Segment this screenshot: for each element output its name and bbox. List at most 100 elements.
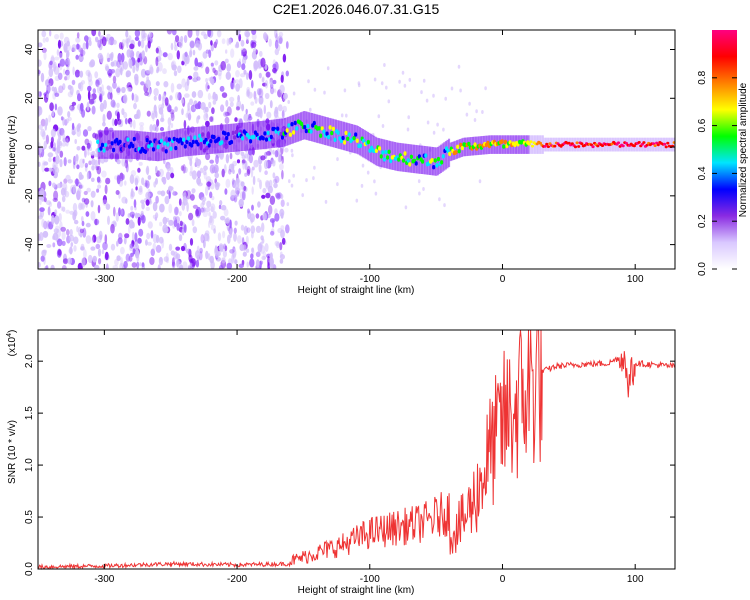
- spectrogram-ridge-cell: [166, 142, 170, 147]
- spectrogram-noise-cell: [229, 101, 234, 108]
- spectrogram-noise-cell: [221, 92, 228, 98]
- spectrogram-noise-cell: [261, 255, 267, 261]
- spectrogram-noise-cell: [65, 59, 69, 65]
- spectrogram-noise-cell: [105, 203, 111, 210]
- spectrogram-ridge-halo: [379, 138, 382, 167]
- spectrogram-noise-cell: [215, 181, 219, 187]
- spectrogram-ridge-cell: [124, 143, 128, 148]
- spectrogram-ridge-halo: [666, 137, 669, 152]
- spectrogram-noise-cell: [274, 48, 279, 56]
- spectrogram-ridge-cell: [287, 123, 291, 128]
- spectrogram-noise-cell: [81, 257, 86, 268]
- spectrogram-noise-cell: [258, 95, 264, 105]
- spectrogram-noise-cell: [361, 163, 365, 168]
- spectrogram-noise-cell: [62, 83, 66, 91]
- spectrogram-noise-cell: [260, 57, 266, 68]
- spectrogram-ridge-cell: [664, 145, 668, 149]
- spectrogram-noise-cell: [200, 196, 207, 202]
- spectrogram-noise-cell: [91, 30, 97, 37]
- spectrogram-noise-cell: [189, 258, 194, 264]
- spectrogram-ridge-halo: [164, 131, 167, 160]
- snr-x-label: Height of straight line (km): [298, 585, 415, 596]
- spectrogram-noise-cell: [189, 41, 195, 49]
- spectrogram-ridge-cell: [121, 146, 125, 152]
- spectrogram-ridge-cell: [196, 142, 200, 147]
- spectrogram-x-tick-label: 0: [500, 274, 506, 285]
- spectrogram-noise-cell: [97, 84, 100, 94]
- spectrogram-noise-cell: [243, 225, 248, 235]
- spectrogram-noise-cell: [426, 120, 430, 125]
- spectrogram-noise-cell: [167, 117, 172, 126]
- spectrogram-noise-cell: [197, 115, 201, 120]
- spectrogram-noise-cell: [187, 30, 193, 38]
- spectrogram-noise-cell: [140, 68, 147, 78]
- spectrogram-noise-cell: [107, 215, 110, 225]
- spectrogram-noise-cell: [173, 70, 178, 77]
- spectrogram-noise-cell: [272, 63, 277, 70]
- spectrogram-noise-cell: [116, 87, 121, 93]
- spectrogram-noise-cell: [220, 215, 226, 221]
- spectrogram-noise-cell: [83, 249, 87, 259]
- spectrogram-noise-cell: [222, 230, 226, 239]
- spectrogram-noise-cell: [134, 175, 140, 184]
- spectrogram-ridge-cell: [382, 157, 386, 162]
- spectrogram-noise-cell: [141, 177, 145, 185]
- spectrogram-noise-cell: [40, 187, 45, 197]
- spectrogram-ridge-cell: [183, 144, 187, 149]
- spectrogram-noise-cell: [248, 154, 253, 164]
- spectrogram-noise-cell: [212, 67, 216, 74]
- spectrogram-noise-cell: [280, 199, 285, 207]
- spectrogram-noise-cell: [280, 225, 285, 231]
- spectrogram-noise-cell: [156, 119, 160, 127]
- spectrogram-noise-cell: [84, 162, 89, 168]
- spectrogram-ridge-cell: [309, 129, 313, 134]
- spectrogram-noise-cell: [86, 101, 90, 111]
- spectrogram-ridge-cell: [156, 144, 160, 150]
- spectrogram-noise-cell: [134, 232, 138, 242]
- spectrogram-x-tick-label: -300: [94, 274, 114, 285]
- spectrogram-noise-cell: [208, 49, 212, 58]
- spectrogram-noise-cell: [340, 113, 344, 118]
- spectrogram-noise-cell: [237, 94, 241, 103]
- spectrogram-noise-cell: [274, 213, 280, 222]
- spectrogram-noise-cell: [235, 41, 239, 48]
- spectrogram-noise-cell: [309, 107, 312, 112]
- snr-y-tick-label: 1.5: [24, 406, 35, 420]
- spectrogram-noise-cell: [170, 250, 175, 256]
- spectrogram-ridge-cell: [433, 158, 437, 163]
- spectrogram-noise-cell: [158, 107, 164, 115]
- spectrogram-noise-cell: [45, 36, 49, 43]
- spectrogram-noise-cell: [442, 127, 445, 132]
- spectrogram-noise-cell: [70, 242, 74, 247]
- spectrogram-noise-cell: [236, 189, 239, 197]
- spectrogram-noise-cell: [38, 106, 43, 116]
- spectrogram-noise-cell: [38, 59, 42, 67]
- spectrogram-noise-cell: [199, 167, 204, 174]
- spectrogram-ridge-cell: [546, 145, 551, 149]
- spectrogram-noise-cell: [116, 159, 121, 165]
- spectrogram-noise-cell: [177, 65, 182, 74]
- spectrogram-ridge-cell: [591, 145, 595, 149]
- spectrogram-noise-cell: [98, 95, 102, 101]
- spectrogram-noise-cell: [182, 164, 186, 174]
- spectrogram-noise-cell: [248, 113, 252, 119]
- spectrogram-ridge-cell: [104, 142, 108, 148]
- colorbar-tick-label: 0.6: [697, 118, 708, 132]
- spectrogram-ridge-cell: [167, 137, 171, 142]
- spectrogram-noise-cell: [242, 57, 247, 65]
- spectrogram-ridge-halo: [643, 137, 646, 152]
- spectrogram-noise-cell: [272, 79, 277, 85]
- spectrogram-noise-cell: [473, 118, 477, 122]
- spectrogram-noise-cell: [137, 237, 142, 244]
- spectrogram-noise-cell: [178, 234, 183, 242]
- spectrogram-noise-cell: [233, 232, 237, 242]
- spectrogram-ridge-cell: [292, 130, 296, 135]
- spectrogram-noise-cell: [223, 208, 229, 217]
- spectrogram-noise-cell: [139, 125, 144, 132]
- spectrogram-noise-cell: [216, 69, 223, 77]
- spectrogram-noise-cell: [230, 48, 235, 58]
- spectrogram-noise-cell: [65, 57, 71, 68]
- spectrogram-noise-cell: [45, 200, 52, 206]
- spectrogram-noise-cell: [366, 170, 370, 175]
- spectrogram-ridge-halo: [140, 131, 143, 160]
